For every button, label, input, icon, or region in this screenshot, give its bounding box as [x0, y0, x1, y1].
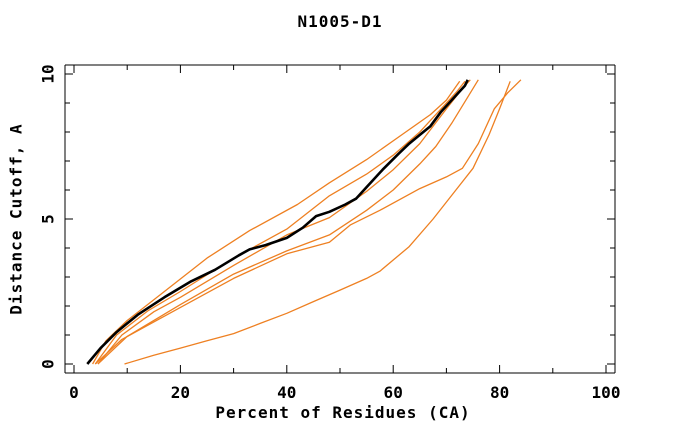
x-tick-label: 100 — [591, 383, 621, 402]
curve-model-curve-5 — [94, 79, 522, 365]
y-axis-label: Distance Cutoff, A — [6, 123, 26, 315]
curve-model-curve-6 — [124, 81, 511, 365]
x-axis-label: Percent of Residues (CA) — [215, 403, 471, 422]
x-tick-label: 60 — [383, 383, 403, 402]
curve-model-curve-1 — [92, 80, 461, 365]
chart-title: N1005-D1 — [297, 12, 383, 31]
curve-reference-curve — [86, 79, 469, 365]
y-tick-label: 10 — [38, 64, 58, 84]
x-tick-label: 40 — [277, 383, 297, 402]
curve-model-curve-3 — [97, 79, 471, 365]
x-tick-label: 0 — [69, 383, 79, 402]
x-tick-label: 80 — [489, 383, 510, 402]
curve-model-curve-4 — [97, 79, 479, 365]
y-tick-label: 0 — [38, 359, 58, 369]
curve-model-curve-2 — [94, 80, 466, 365]
y-tick-label: 5 — [38, 214, 58, 224]
x-tick-label: 20 — [170, 383, 191, 402]
